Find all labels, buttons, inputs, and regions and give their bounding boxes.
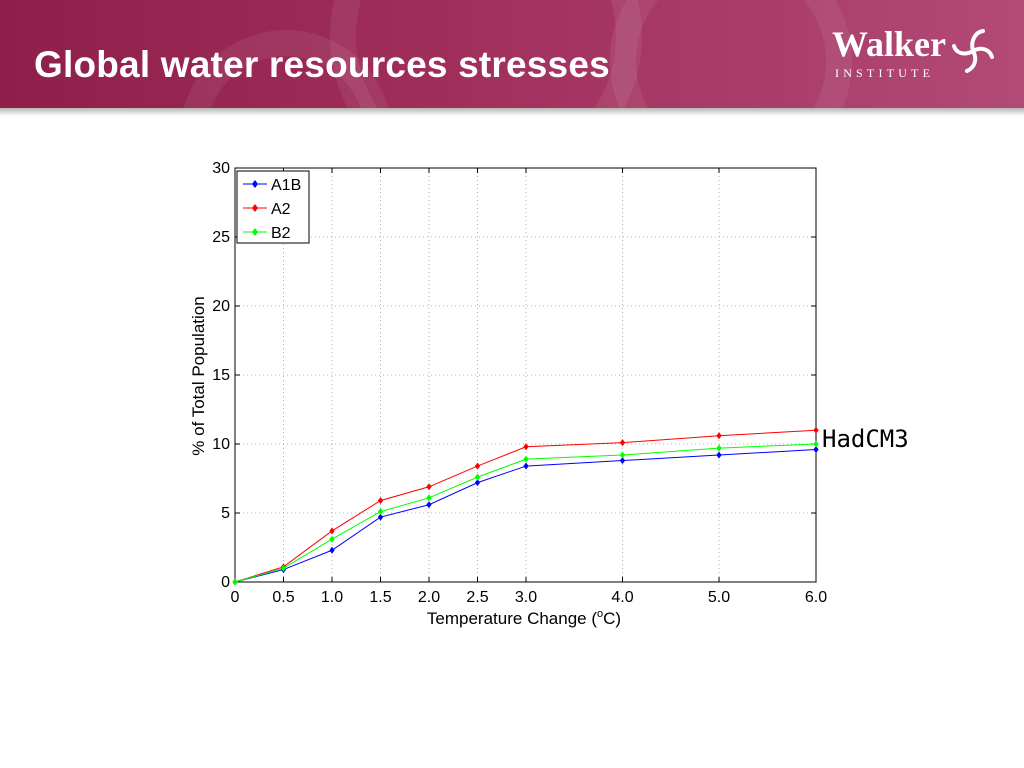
data-point [474,473,481,481]
data-point [619,451,626,459]
data-point [813,445,819,454]
series-line-b2 [234,443,817,583]
data-point [329,527,335,535]
data-point [426,483,432,491]
x-tick-label: 0 [231,589,240,606]
x-tick-label: 2.0 [418,589,440,606]
model-label: HadCM3 [822,425,909,453]
data-point [619,456,626,465]
data-point [716,451,722,459]
data-point [716,444,722,452]
x-tick-label: 3.0 [515,589,537,606]
x-tick-label: 1.5 [369,589,391,606]
data-point [377,508,384,516]
data-point [474,462,481,470]
legend-box [236,170,310,244]
data-point [813,426,819,434]
legend-swatch-marker [251,203,259,213]
series-layer [232,426,819,586]
series-line-a1b [234,449,817,583]
banner-shadow [0,108,1024,116]
x-axis-label: Temperature Change (oC) [427,608,621,628]
data-point [426,501,432,509]
data-point [716,432,722,440]
y-tick-label: 10 [212,436,230,453]
logo-name: Walker [832,24,946,64]
data-point [329,535,335,543]
tick-labels: 0 0.5 1.0 1.5 2.0 2.5 3.0 4.0 5.0 6.0 0 5 10 15 20 25 30 [212,160,827,606]
data-point [377,496,384,505]
legend-item-a2: A2 [243,201,291,218]
data-point [474,479,481,487]
y-tick-label: 30 [212,160,230,177]
data-point [523,443,529,451]
x-tick-label: 6.0 [805,589,827,606]
legend-swatch-marker [251,227,259,237]
legend-item-b2: B2 [243,225,291,242]
y-tick-label: 15 [212,367,230,384]
x-tick-label: 4.0 [611,589,633,606]
legend-label: B2 [271,225,291,242]
y-tick-label: 0 [221,574,230,591]
data-point [329,546,335,554]
x-tick-label: 5.0 [708,589,730,606]
header-banner: Global water resources stresses Walker I… [0,0,1024,108]
y-tick-label: 20 [212,298,230,315]
legend-item-a1b: A1B [243,177,301,194]
series-b2 [232,440,819,586]
series-line-a2 [234,429,817,583]
data-point [232,578,238,586]
y-tick-label: 5 [221,505,230,522]
logo-subtitle: INSTITUTE [835,66,935,80]
legend-label: A1B [271,177,301,194]
data-point [523,455,529,463]
pinwheel-logo-icon [952,29,994,73]
y-tick-label: 25 [212,229,230,246]
page-title: Global water resources stresses [34,44,610,85]
data-point [619,439,626,447]
y-axis-label: % of Total Population [189,296,208,455]
data-point [280,564,287,572]
legend-label: A2 [271,201,291,218]
legend-swatch-marker [251,179,259,189]
plot-area [234,167,817,583]
data-point [426,494,432,502]
legend: A1B A2 B2 [236,170,310,244]
walker-institute-logo: Walker INSTITUTE [832,24,1002,86]
data-point [377,513,384,521]
data-point [523,462,529,470]
x-tick-label: 2.5 [466,589,488,606]
x-tick-label: 1.0 [321,589,343,606]
x-tick-label: 0.5 [272,589,294,606]
data-point [813,440,819,448]
